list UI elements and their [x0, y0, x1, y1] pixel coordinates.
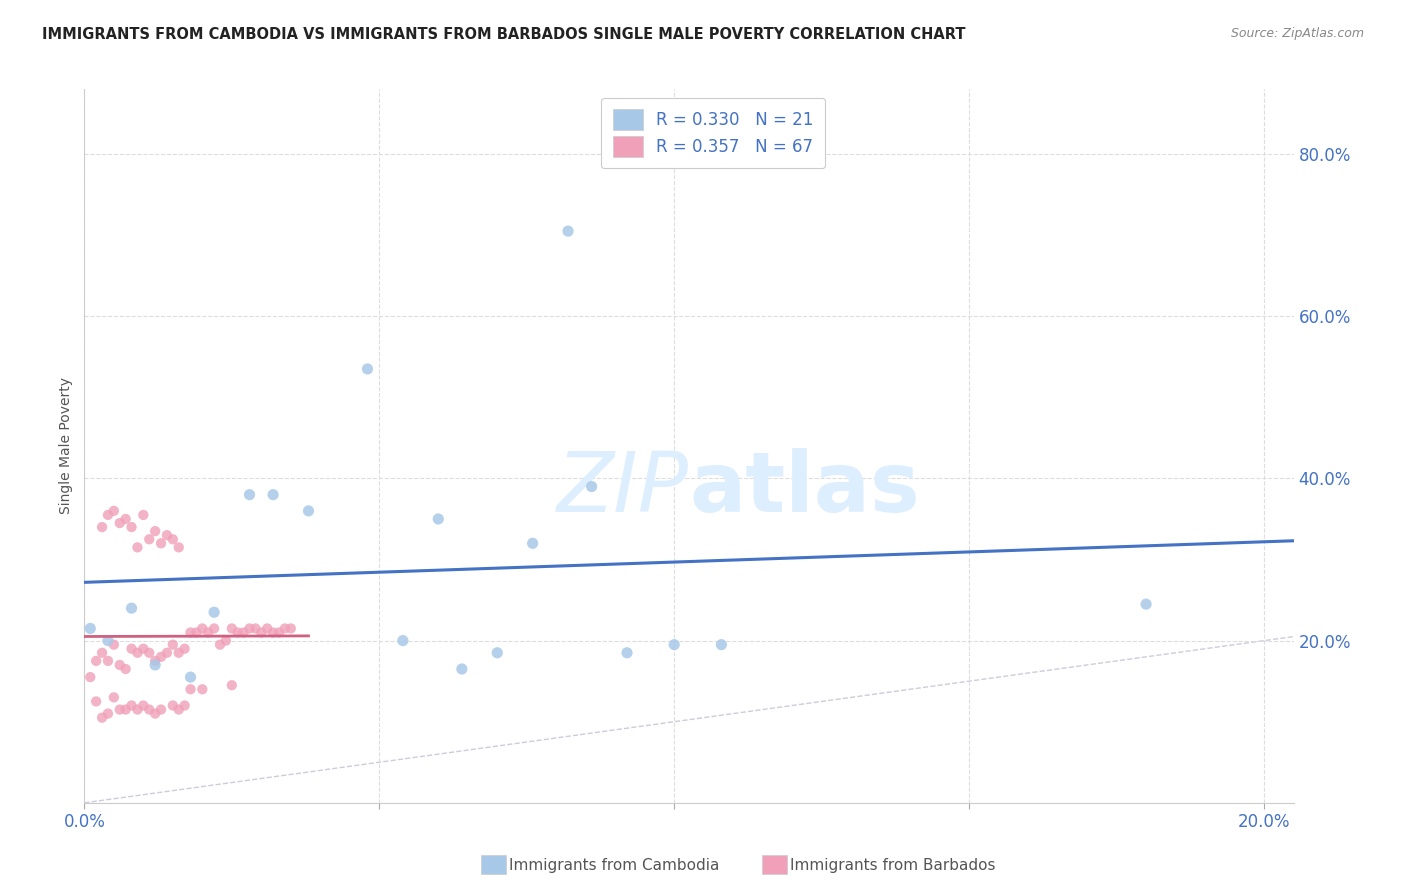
Point [143, 706, 166, 721]
Point [103, 638, 125, 652]
Point [167, 541, 190, 555]
Legend: R = 0.330   N = 21, R = 0.357   N = 67: R = 0.330 N = 21, R = 0.357 N = 67 [602, 97, 825, 169]
Point [256, 622, 278, 636]
Point [280, 622, 302, 636]
Point [127, 541, 149, 555]
Text: Immigrants from Barbados: Immigrants from Barbados [790, 858, 995, 872]
Point [108, 702, 131, 716]
Point [79, 670, 101, 684]
Point [97, 654, 120, 668]
Point [427, 512, 450, 526]
Point [97, 508, 120, 522]
Point [114, 512, 136, 526]
Point [173, 641, 195, 656]
Point [250, 625, 273, 640]
Point [710, 638, 733, 652]
Point [127, 646, 149, 660]
Point [138, 646, 160, 660]
Point [486, 646, 509, 660]
Point [208, 638, 231, 652]
Point [132, 508, 155, 522]
Point [108, 657, 131, 672]
Point [245, 622, 267, 636]
Point [226, 625, 249, 640]
Point [197, 625, 219, 640]
Point [91, 520, 114, 534]
Point [356, 362, 378, 376]
Point [143, 657, 166, 672]
Point [450, 662, 472, 676]
Point [143, 524, 166, 538]
Point [267, 625, 290, 640]
Point [162, 698, 184, 713]
Point [121, 601, 143, 615]
Point [191, 622, 214, 636]
Point [121, 698, 143, 713]
Point [143, 654, 166, 668]
Point [581, 479, 603, 493]
Point [97, 706, 120, 721]
Point [103, 504, 125, 518]
Point [121, 520, 143, 534]
Point [238, 622, 260, 636]
Text: ZIP: ZIP [557, 449, 689, 529]
Point [97, 633, 120, 648]
Point [238, 488, 260, 502]
Point [84, 694, 107, 708]
Point [522, 536, 544, 550]
Point [156, 528, 179, 542]
Point [167, 646, 190, 660]
Point [167, 702, 190, 716]
Point [108, 516, 131, 530]
Point [202, 605, 225, 619]
Point [1135, 597, 1157, 611]
Point [180, 682, 202, 697]
Point [297, 504, 319, 518]
Point [91, 646, 114, 660]
Point [103, 690, 125, 705]
Text: IMMIGRANTS FROM CAMBODIA VS IMMIGRANTS FROM BARBADOS SINGLE MALE POVERTY CORRELA: IMMIGRANTS FROM CAMBODIA VS IMMIGRANTS F… [42, 27, 966, 42]
Point [132, 641, 155, 656]
Text: Source: ZipAtlas.com: Source: ZipAtlas.com [1230, 27, 1364, 40]
Point [150, 536, 173, 550]
Point [127, 702, 149, 716]
Point [84, 654, 107, 668]
Point [91, 711, 114, 725]
Point [132, 698, 155, 713]
Point [114, 702, 136, 716]
Point [274, 622, 297, 636]
Point [186, 625, 208, 640]
Text: Immigrants from Cambodia: Immigrants from Cambodia [509, 858, 720, 872]
Point [221, 678, 243, 692]
Point [392, 633, 415, 648]
Point [664, 638, 686, 652]
Point [173, 698, 195, 713]
Point [202, 622, 225, 636]
Point [232, 625, 254, 640]
Point [121, 641, 143, 656]
Point [262, 488, 284, 502]
Point [162, 533, 184, 547]
Point [150, 649, 173, 664]
Point [191, 682, 214, 697]
Point [215, 633, 238, 648]
Point [221, 622, 243, 636]
Y-axis label: Single Male Poverty: Single Male Poverty [59, 377, 73, 515]
Point [138, 702, 160, 716]
Point [262, 625, 284, 640]
Point [180, 625, 202, 640]
Point [162, 638, 184, 652]
Point [180, 670, 202, 684]
Point [114, 662, 136, 676]
Text: atlas: atlas [689, 449, 920, 529]
Point [138, 533, 160, 547]
Point [156, 646, 179, 660]
Point [150, 702, 173, 716]
Point [616, 646, 638, 660]
Point [79, 622, 101, 636]
Point [557, 224, 579, 238]
